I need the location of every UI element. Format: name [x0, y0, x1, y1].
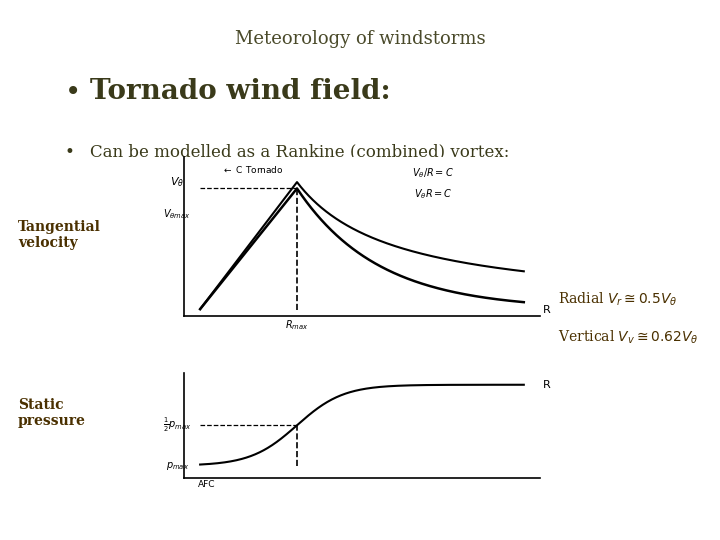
- Text: $V_\theta R = C$: $V_\theta R = C$: [414, 187, 452, 201]
- Text: R: R: [543, 380, 551, 390]
- Text: Meteorology of windstorms: Meteorology of windstorms: [235, 30, 485, 48]
- Text: Static
pressure: Static pressure: [18, 398, 86, 428]
- Text: Vertical $V_v \cong 0.62V_\theta$: Vertical $V_v \cong 0.62V_\theta$: [558, 329, 698, 346]
- Text: Tornado wind field:: Tornado wind field:: [90, 78, 391, 105]
- Text: •: •: [65, 143, 75, 161]
- Text: •: •: [65, 78, 81, 106]
- Text: R: R: [543, 305, 551, 314]
- Text: $\frac{1}{2}p_{max}$: $\frac{1}{2}p_{max}$: [163, 416, 192, 434]
- Text: $V_\theta / R = C$: $V_\theta / R = C$: [412, 166, 454, 179]
- Text: Can be modelled as a Rankine (combined) vortex:: Can be modelled as a Rankine (combined) …: [90, 143, 509, 160]
- Text: $V_{\theta max}$: $V_{\theta max}$: [163, 207, 191, 221]
- Text: $p_{max}$: $p_{max}$: [166, 460, 189, 472]
- Text: Radial $V_r \cong 0.5V_\theta$: Radial $V_r \cong 0.5V_\theta$: [558, 291, 678, 308]
- Text: Tangential
velocity: Tangential velocity: [18, 220, 101, 250]
- Text: $\leftarrow$ C Tornado: $\leftarrow$ C Tornado: [222, 164, 284, 175]
- Text: $R_{max}$: $R_{max}$: [285, 319, 309, 332]
- Text: AFC: AFC: [197, 481, 215, 489]
- Text: $V_\theta$: $V_\theta$: [170, 175, 184, 189]
